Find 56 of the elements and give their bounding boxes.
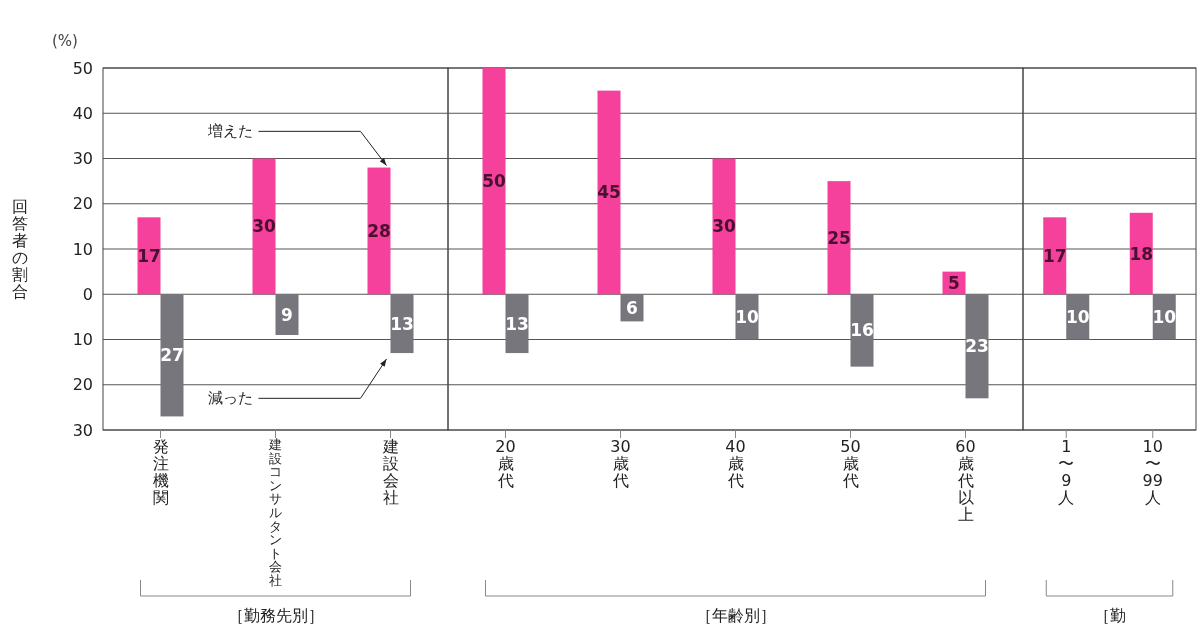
data-label: 30 — [712, 216, 736, 237]
bar — [367, 167, 391, 295]
category-label: 建設コンサルタント会社 — [269, 437, 282, 588]
series-label: 減った — [207, 389, 253, 408]
x-tick-label: 50歳代 — [840, 437, 861, 490]
data-label: 18 — [1129, 243, 1154, 264]
data-label: 27 — [160, 345, 184, 366]
y-tick-label: 10 — [72, 239, 93, 259]
bar — [252, 158, 276, 295]
data-label: 30 — [252, 216, 276, 237]
data-label: 13 — [505, 313, 529, 334]
data-label: 5 — [948, 272, 960, 293]
data-label: 9 — [281, 304, 293, 325]
data-label: 10 — [1065, 306, 1090, 327]
data-label: 17 — [137, 245, 161, 266]
bar — [597, 90, 621, 295]
y-tick-label: 0 — [82, 284, 93, 304]
bar — [827, 181, 851, 295]
data-label: 50 — [482, 171, 506, 192]
x-tick-label: 10〜99人 — [1142, 437, 1163, 507]
bar — [712, 158, 736, 295]
bar — [965, 294, 989, 399]
bar — [850, 294, 874, 367]
y-tick-label: 50 — [72, 58, 93, 78]
x-tick-label: 30歳代 — [610, 437, 631, 490]
x-tick-label: 発注機関 — [152, 437, 169, 507]
data-label: 16 — [850, 320, 874, 341]
data-label: 45 — [597, 182, 621, 203]
x-tick-label: 1〜9人 — [1058, 437, 1075, 507]
text: (%) — [52, 32, 78, 50]
y-tick-label: 20 — [72, 375, 93, 395]
series-label: 増えた — [206, 122, 253, 141]
x-tick-label: 建設会社 — [381, 437, 399, 507]
data-label: 10 — [1152, 306, 1177, 327]
data-label: 28 — [367, 220, 391, 241]
x-axis-title: ［勤 — [1093, 606, 1126, 625]
data-label: 13 — [390, 313, 414, 334]
bar — [160, 294, 184, 417]
y-axis-title: 回答者の割合 — [12, 197, 28, 301]
y-tick-label: 10 — [72, 330, 93, 349]
x-tick-label: 60歳代以上 — [955, 437, 976, 524]
y-tick-label: 30 — [72, 420, 93, 440]
y-tick-label: 40 — [72, 103, 93, 123]
data-label: 10 — [735, 306, 759, 327]
y-tick-label: 20 — [72, 194, 93, 214]
bar — [482, 68, 506, 295]
data-label: 25 — [827, 227, 851, 248]
data-label: 6 — [626, 297, 638, 318]
x-tick-label: 20歳代 — [495, 437, 516, 490]
x-tick-label: 40歳代 — [725, 437, 746, 490]
y-tick-label: 30 — [72, 149, 93, 168]
x-axis-title: ［年齢別］ — [695, 606, 776, 625]
x-axis-title: ［勤務先別］ — [227, 606, 324, 625]
data-label: 17 — [1042, 245, 1067, 266]
data-label: 23 — [965, 336, 989, 357]
bar — [137, 217, 161, 295]
